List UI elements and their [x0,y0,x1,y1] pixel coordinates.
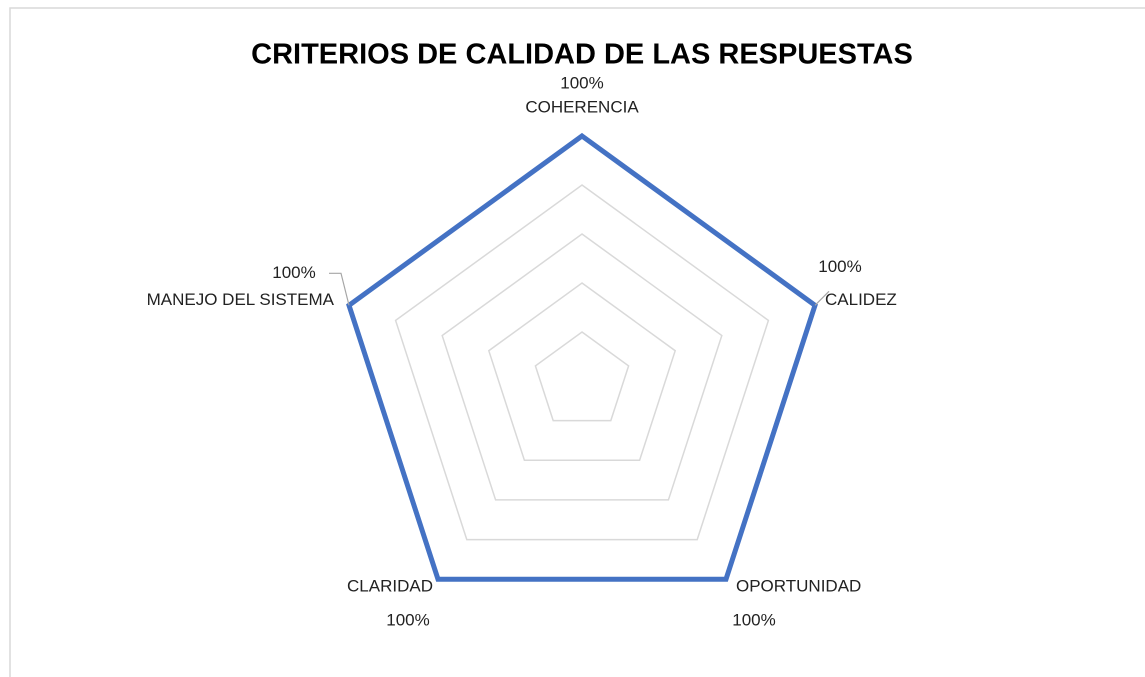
grid-ring [534,331,630,422]
leader-line [814,290,830,306]
value-label: 100% [818,257,861,276]
category-label: CLARIDAD [347,577,433,596]
grid-ring [441,233,723,501]
category-label: OPORTUNIDAD [736,577,861,596]
leader-line [328,272,350,306]
frame [9,7,1145,677]
value-label: 100% [272,263,315,282]
grid-ring [487,282,677,462]
value-label: 100% [386,611,429,630]
category-label: COHERENCIA [525,97,639,116]
category-label: CALIDEZ [825,290,897,309]
series-line [346,132,818,582]
value-label: 100% [560,73,603,92]
chart-title: CRITERIOS DE CALIDAD DE LAS RESPUESTAS [251,39,913,71]
value-label: 100% [732,611,775,630]
grid-ring [394,184,770,541]
category-label: MANEJO DEL SISTEMA [147,290,335,309]
